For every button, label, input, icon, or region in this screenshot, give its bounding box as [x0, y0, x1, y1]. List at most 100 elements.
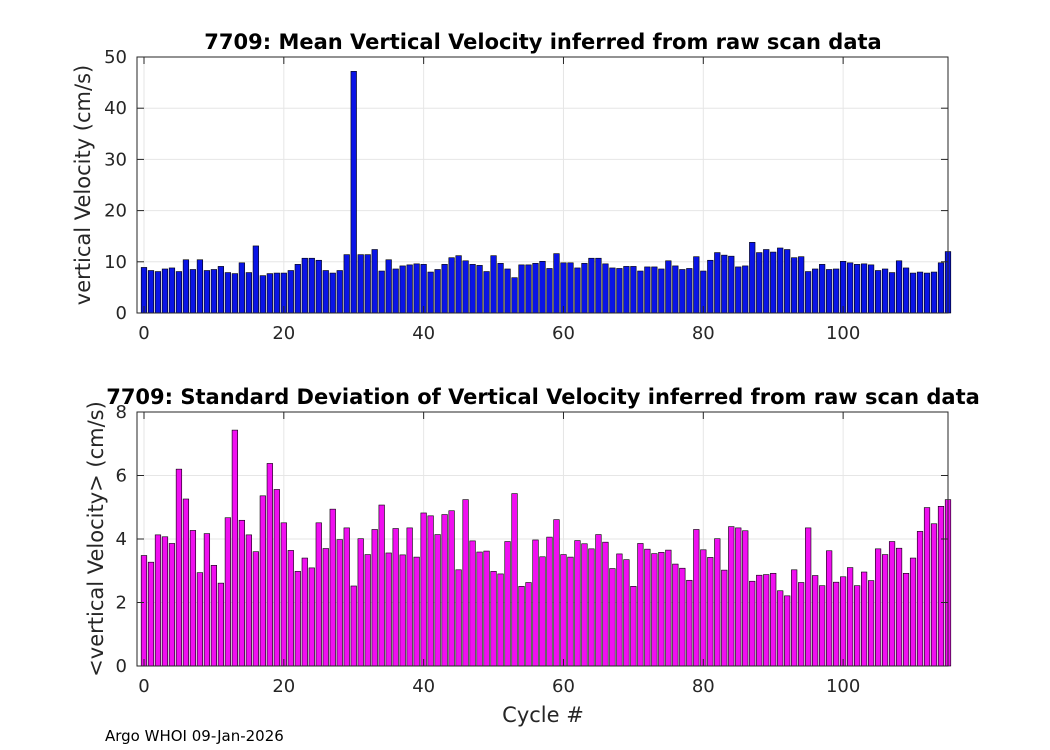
bar	[609, 267, 616, 314]
bar	[329, 508, 336, 667]
bar	[469, 540, 476, 667]
bar	[644, 548, 651, 667]
bar	[175, 468, 183, 667]
bar	[210, 269, 218, 314]
x-tick-label: 20	[272, 676, 295, 697]
bar	[693, 529, 700, 667]
x-tick-label: 0	[138, 323, 149, 344]
bar	[182, 259, 190, 314]
bar	[574, 540, 581, 667]
bar	[888, 541, 896, 667]
bar	[448, 510, 455, 667]
bar	[392, 528, 399, 667]
bar	[476, 551, 483, 667]
bar	[665, 260, 672, 314]
y-tick-label: 8	[116, 402, 127, 423]
bar	[728, 255, 735, 314]
bar	[329, 272, 336, 314]
bar	[637, 270, 644, 314]
bar	[539, 556, 546, 667]
bar	[357, 254, 364, 314]
bar	[364, 554, 371, 667]
bar	[742, 265, 749, 314]
bar	[672, 265, 679, 314]
bar	[574, 267, 581, 314]
bar	[434, 269, 441, 314]
bar	[147, 561, 155, 667]
bar	[937, 262, 945, 314]
bar	[707, 259, 714, 314]
x-tick-label: 0	[138, 676, 149, 697]
bar	[525, 264, 532, 314]
bar	[874, 548, 882, 667]
bar	[420, 512, 427, 667]
bar	[735, 527, 742, 667]
bar	[630, 266, 637, 314]
bar	[665, 549, 672, 667]
bar	[581, 263, 588, 314]
bar	[168, 543, 176, 667]
bar	[679, 269, 686, 314]
bar	[658, 552, 665, 667]
bar	[560, 262, 567, 314]
bar	[406, 527, 413, 667]
bar	[874, 270, 882, 314]
bar	[595, 534, 602, 667]
bar	[756, 574, 763, 667]
bar	[301, 557, 308, 667]
bar	[637, 543, 644, 667]
bar	[539, 260, 546, 314]
bar	[322, 270, 329, 314]
bar	[714, 538, 721, 667]
bar	[805, 527, 812, 667]
y-tick-label: 40	[104, 98, 127, 119]
bar	[881, 268, 889, 314]
bar	[238, 262, 245, 314]
bar	[602, 263, 609, 314]
y-axis-label: vertical Velocity (cm/s)	[71, 65, 95, 305]
bar	[686, 268, 693, 314]
bar	[217, 582, 224, 667]
bar	[238, 519, 245, 667]
bar	[203, 533, 211, 667]
bar	[378, 270, 385, 314]
bar	[420, 264, 427, 314]
bar	[287, 270, 294, 314]
bar	[259, 495, 266, 667]
bar	[763, 249, 770, 314]
bar	[441, 264, 448, 314]
bar	[791, 257, 798, 314]
bar	[525, 582, 532, 667]
bar	[175, 271, 183, 314]
x-axis-label: Cycle #	[502, 703, 584, 727]
bar	[455, 255, 462, 314]
bar	[867, 580, 875, 667]
bar	[721, 254, 728, 314]
bar	[791, 569, 798, 667]
bar	[399, 554, 406, 667]
bar	[546, 536, 553, 667]
bar	[476, 265, 483, 314]
bar	[504, 268, 511, 314]
bar	[553, 253, 560, 314]
bar	[742, 530, 749, 667]
bar	[595, 257, 602, 314]
bar	[378, 504, 385, 667]
bar	[532, 539, 539, 667]
bar	[427, 271, 434, 314]
bar	[196, 572, 204, 667]
bar	[805, 271, 812, 314]
bar	[784, 595, 791, 667]
bar	[189, 530, 197, 667]
bar	[385, 552, 392, 667]
bar	[336, 270, 343, 314]
bar	[203, 270, 211, 314]
bar	[224, 272, 231, 314]
bar	[721, 569, 728, 667]
plot-area-frame	[136, 56, 949, 314]
x-tick-label: 20	[272, 323, 295, 344]
bar	[511, 277, 518, 314]
bar	[707, 557, 714, 667]
bar	[161, 536, 169, 667]
